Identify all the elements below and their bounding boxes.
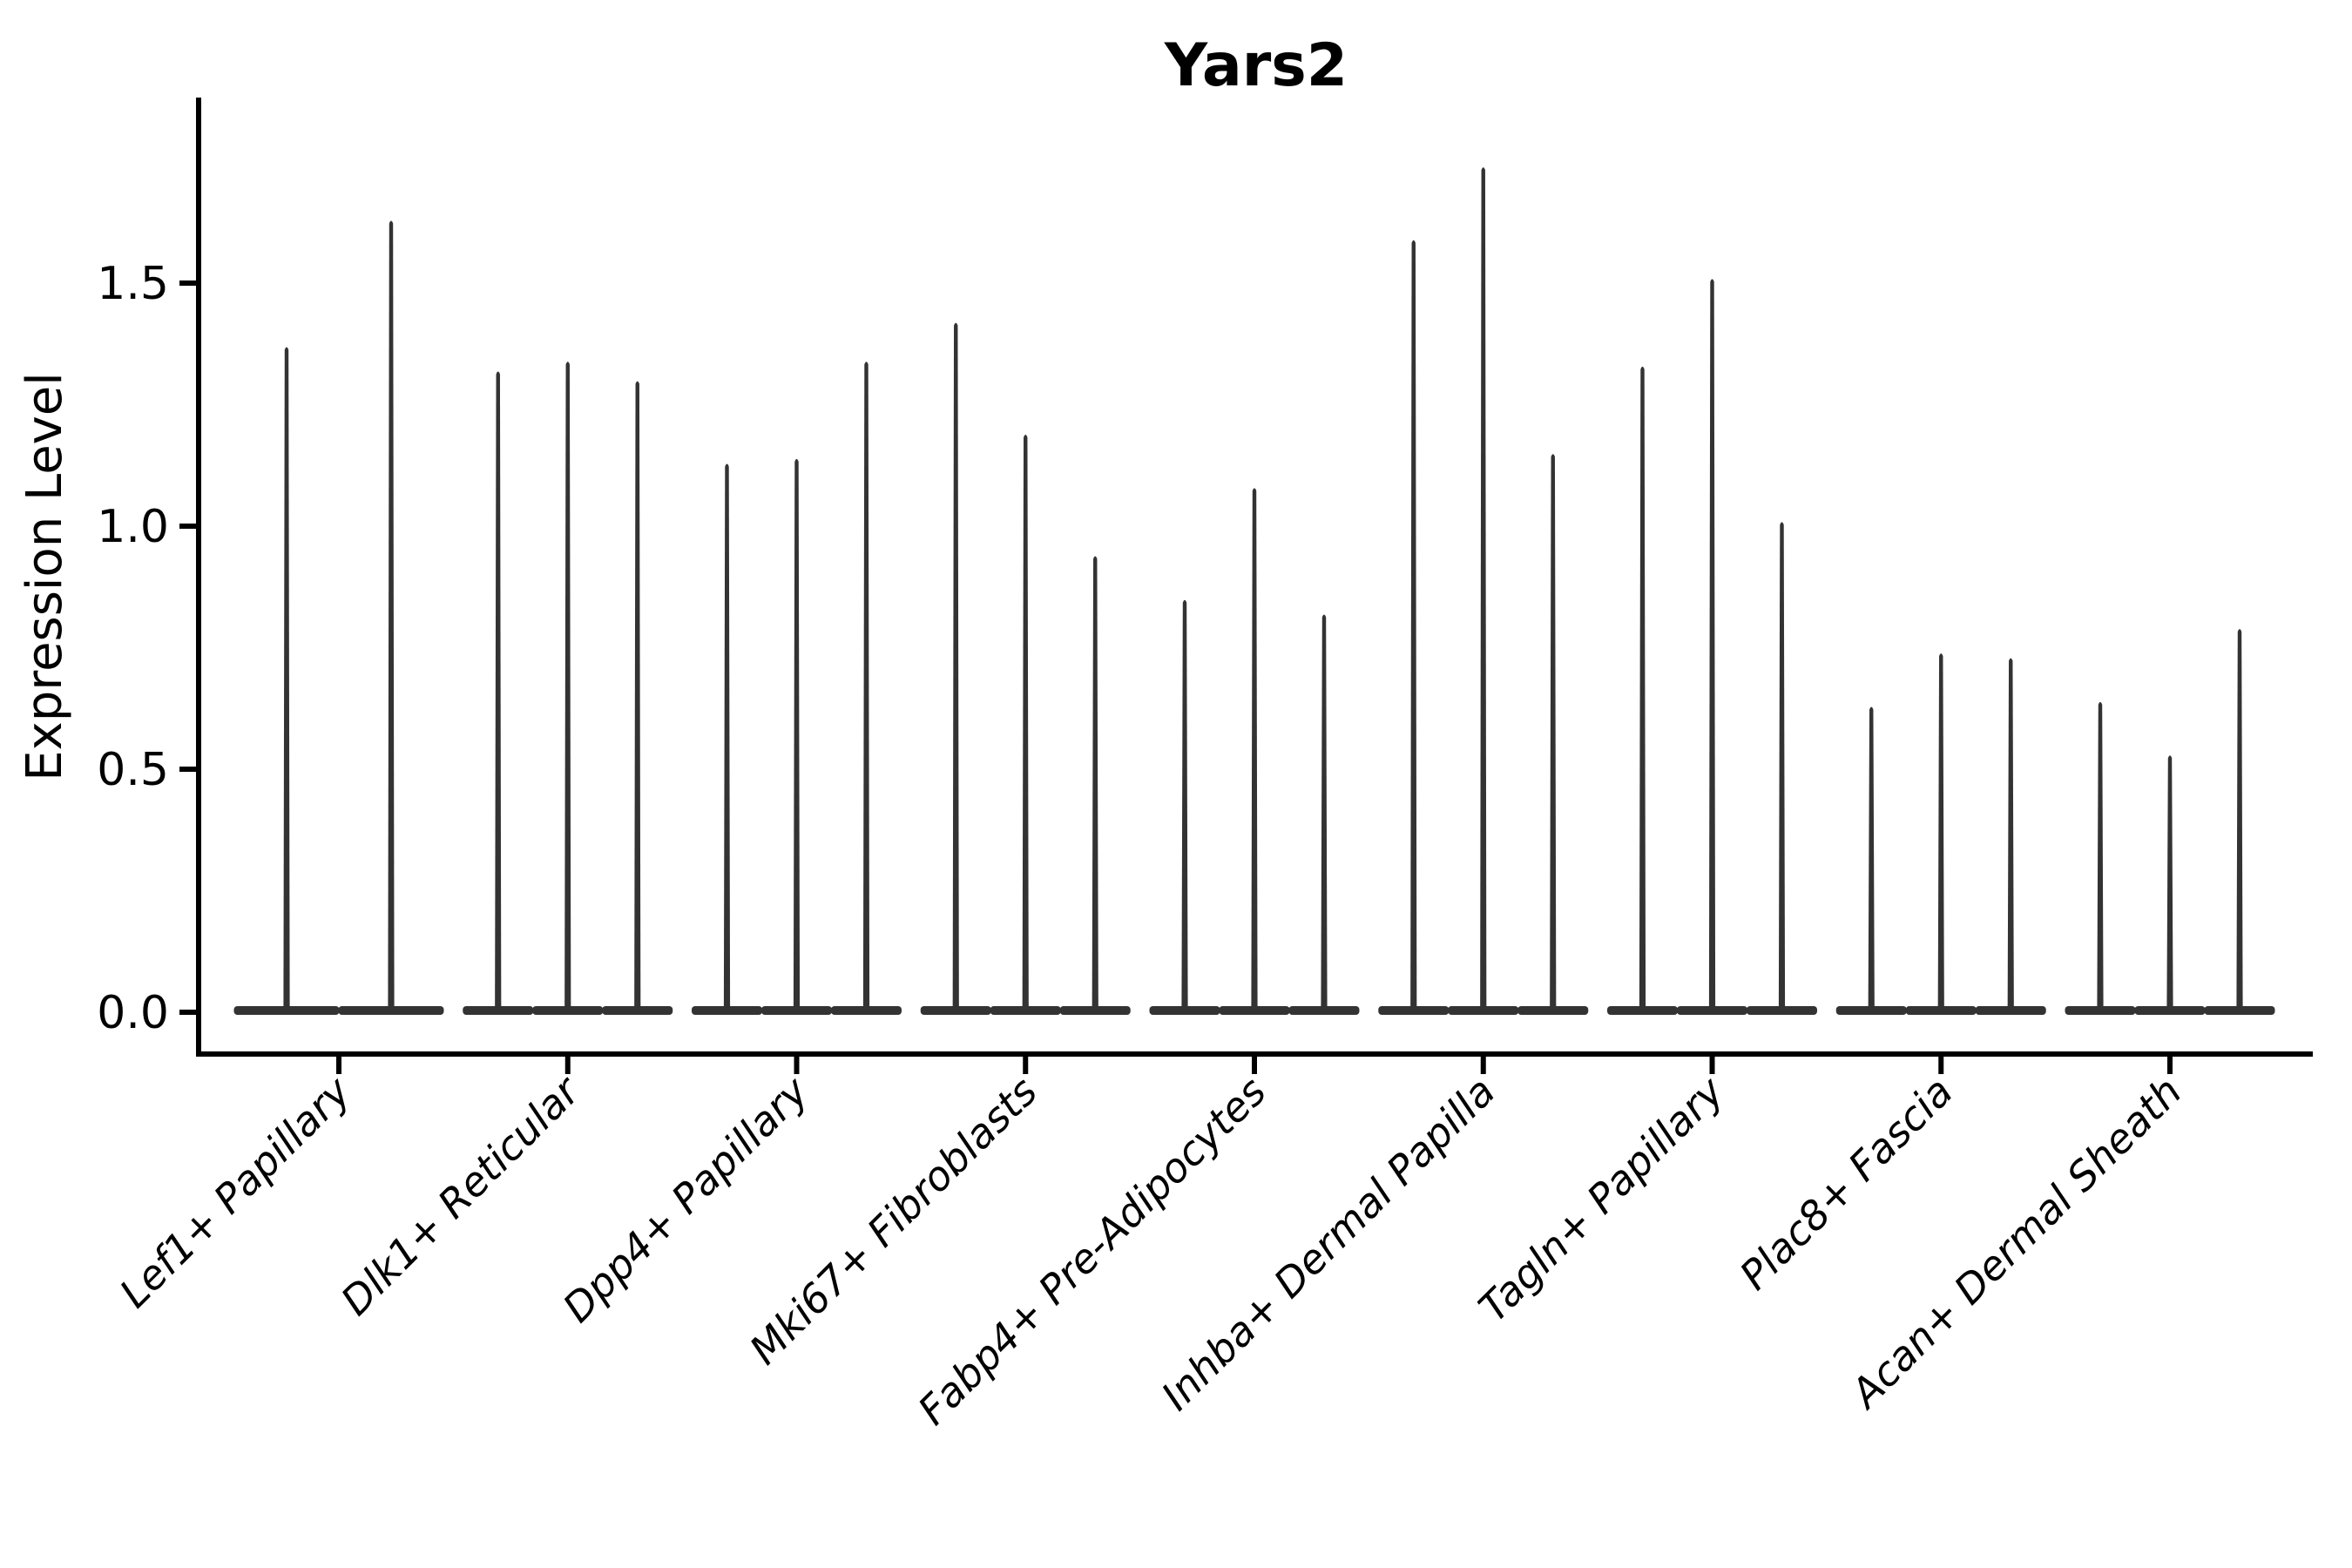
violin-group (692, 362, 902, 1015)
violin-spike (564, 362, 571, 1010)
violin-group (1378, 167, 1589, 1015)
violin-spike (388, 220, 395, 1011)
violin-spike (283, 347, 290, 1010)
violin-spike (1022, 434, 1029, 1011)
y-axis-label: Expression Level (17, 372, 73, 781)
violin-spike (1410, 240, 1417, 1010)
violin-spike (1181, 599, 1188, 1010)
violin-spike (1937, 653, 1944, 1010)
violin-spike (1251, 488, 1258, 1010)
violin-group (233, 220, 444, 1015)
x-tick-label: Plac8+ Fascia (1731, 1068, 1962, 1299)
violin-spike (793, 458, 801, 1010)
x-tick-label: Dlk1+ Reticular (332, 1065, 591, 1324)
violin-spike (952, 322, 959, 1010)
violin-spike (862, 362, 870, 1010)
violin-spike (1868, 706, 1875, 1010)
x-tick-label: Dpp4+ Papillary (554, 1067, 818, 1331)
violin-spike (1639, 366, 1646, 1010)
violin-spike (1550, 454, 1557, 1010)
violin-group (1835, 653, 2046, 1015)
y-tick-label: 0.0 (97, 987, 169, 1039)
violin-spike (634, 381, 641, 1011)
violin-spike (1480, 167, 1487, 1010)
violin-group (1607, 279, 1817, 1015)
violin-group (920, 322, 1131, 1015)
violin-spike (495, 371, 502, 1010)
violin-group (463, 362, 673, 1015)
y-tick-label: 1.0 (97, 501, 169, 553)
x-tick-label: Lef1+ Papillary (111, 1067, 360, 1316)
y-axis-ticks: 0.0 0.5 1.0 1.5 (97, 258, 199, 1039)
violin-spike (1778, 522, 1786, 1010)
violin-group (2065, 629, 2275, 1015)
violin-series (233, 167, 2275, 1015)
y-tick-label: 0.5 (97, 744, 169, 796)
x-tick-label: Tagln+ Papillary (1470, 1067, 1734, 1331)
y-tick-label: 1.5 (97, 258, 169, 310)
violin-spike (2097, 701, 2104, 1010)
violin-spike (1708, 279, 1716, 1010)
violin-group (1149, 488, 1360, 1015)
violin-spike (2007, 658, 2014, 1010)
violin-spike (2166, 755, 2173, 1010)
chart-title: Yars2 (1164, 31, 1348, 100)
violin-spike (1321, 614, 1328, 1010)
violin-spike (723, 463, 731, 1010)
violin-spike (1092, 556, 1098, 1010)
violin-spike (2236, 629, 2243, 1010)
